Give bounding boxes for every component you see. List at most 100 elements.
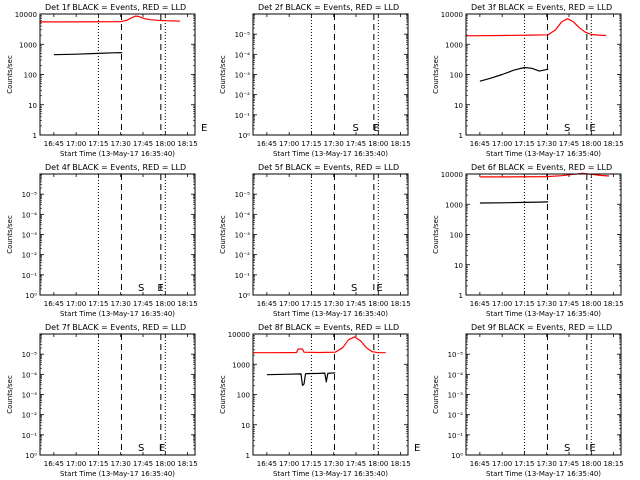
x-tick-label: 17:45 [559,300,579,308]
marker-letter: E [376,283,382,294]
y-axis-label: Counts/sec [219,215,227,254]
y-tick-label: 1000 [445,41,463,49]
x-tick-label: 17:15 [88,140,108,148]
y-tick-label: 10⁻⁵ [235,31,251,39]
x-tick-label: 16:45 [44,140,64,148]
y-tick-label: 10⁻¹ [22,432,38,440]
plot-frame [465,333,622,456]
x-tick-label: 16:45 [44,300,64,308]
y-axis-label: Counts/sec [6,375,14,414]
panel-title: Det 1f BLACK = Events, RED = LLD [45,3,186,12]
x-tick-label: 17:15 [514,140,534,148]
y-tick-label: 10⁰ [25,292,37,300]
panel-title: Det 9f BLACK = Events, RED = LLD [471,323,612,332]
x-tick-label: 18:00 [368,140,388,148]
events-series-line [53,52,123,56]
x-tick-label: 18:15 [390,140,410,148]
marker-letter: E [414,443,420,454]
x-tick-label: 17:30 [537,140,557,148]
marker-letter: S [353,123,359,134]
x-axis-label: Start Time (13-May-17 16:35:40) [273,310,388,318]
panel-title: Det 8f BLACK = Events, RED = LLD [258,323,399,332]
y-tick-label: 10⁰ [238,132,250,140]
y-axis-label: Counts/sec [219,55,227,94]
y-tick-label: 10⁻³ [235,72,251,80]
y-tick-label: 100 [24,72,37,80]
y-tick-label: 10 [28,102,37,110]
panel-det-1: Det 1f BLACK = Events, RED = LLD 16:45 17:… [6,3,198,158]
y-tick-label: 10⁻² [235,252,251,260]
x-tick-label: 18:00 [368,300,388,308]
x-axis-label: Start Time (13-May-17 16:35:40) [273,150,388,158]
y-tick-label: 10⁰ [451,452,463,460]
marker-letter: E [589,443,595,454]
plot-frame [465,173,622,296]
y-tick-label: 10⁻⁵ [448,351,464,359]
x-axis-label: Start Time (13-May-17 16:35:40) [486,310,601,318]
x-tick-label: 18:15 [390,300,410,308]
x-tick-label: 18:00 [581,460,601,468]
y-tick-label: 100 [237,392,250,400]
x-tick-label: 18:15 [390,460,410,468]
plot-frame [465,13,622,136]
marker-letter: E [373,123,379,134]
y-tick-label: 10000 [441,171,463,179]
marker-letter: S [138,283,144,294]
x-tick-label: 17:15 [301,140,321,148]
x-axis-label: Start Time (13-May-17 16:35:40) [273,470,388,478]
x-tick-label: 18:15 [603,300,623,308]
y-tick-label: 10⁻⁵ [235,191,251,199]
x-tick-label: 17:15 [514,300,534,308]
x-tick-label: 18:15 [603,460,623,468]
y-tick-label: 1 [33,132,37,140]
x-tick-label: 17:30 [111,140,131,148]
x-tick-label: 16:45 [257,140,277,148]
x-axis-label: Start Time (13-May-17 16:35:40) [60,310,175,318]
y-tick-label: 10⁻² [22,252,38,260]
x-tick-label: 17:00 [279,460,299,468]
y-tick-label: 10⁻⁴ [22,211,38,219]
x-tick-label: 17:30 [324,140,344,148]
y-tick-label: 100 [450,72,463,80]
x-tick-label: 16:45 [257,300,277,308]
x-tick-label: 17:00 [279,300,299,308]
y-tick-label: 10⁻¹ [448,432,464,440]
plot-frame [39,333,196,456]
y-tick-label: 10⁻³ [235,232,251,240]
marker-letter: S [564,443,570,454]
x-tick-label: 17:45 [559,460,579,468]
marker-letter: S [138,443,144,454]
x-tick-label: 18:15 [177,300,197,308]
y-tick-label: 10 [454,262,463,270]
y-tick-label: 100 [450,232,463,240]
x-tick-label: 18:00 [155,300,175,308]
x-axis-label: Start Time (13-May-17 16:35:40) [486,470,601,478]
x-tick-label: 18:15 [603,140,623,148]
plot-frame [252,333,409,456]
x-tick-label: 17:45 [346,460,366,468]
y-tick-label: 10 [241,422,250,430]
panel-title: Det 4f BLACK = Events, RED = LLD [45,163,186,172]
x-tick-label: 17:00 [66,300,86,308]
x-axis-label: Start Time (13-May-17 16:35:40) [60,150,175,158]
y-tick-label: 10⁻³ [22,232,38,240]
y-tick-label: 10⁻¹ [235,272,251,280]
y-tick-label: 10⁻⁴ [22,371,38,379]
x-tick-label: 17:15 [301,460,321,468]
y-axis-label: Counts/sec [432,55,440,94]
x-tick-label: 17:15 [301,300,321,308]
x-tick-label: 18:00 [155,460,175,468]
y-tick-label: 1 [459,292,463,300]
x-tick-label: 17:30 [111,460,131,468]
y-tick-label: 10⁻⁴ [235,51,251,59]
x-tick-label: 18:00 [155,140,175,148]
y-tick-label: 10⁻³ [448,392,464,400]
y-tick-label: 1 [246,452,250,460]
events-series-line [479,66,549,82]
x-tick-label: 17:00 [66,460,86,468]
y-tick-label: 10⁻¹ [22,272,38,280]
